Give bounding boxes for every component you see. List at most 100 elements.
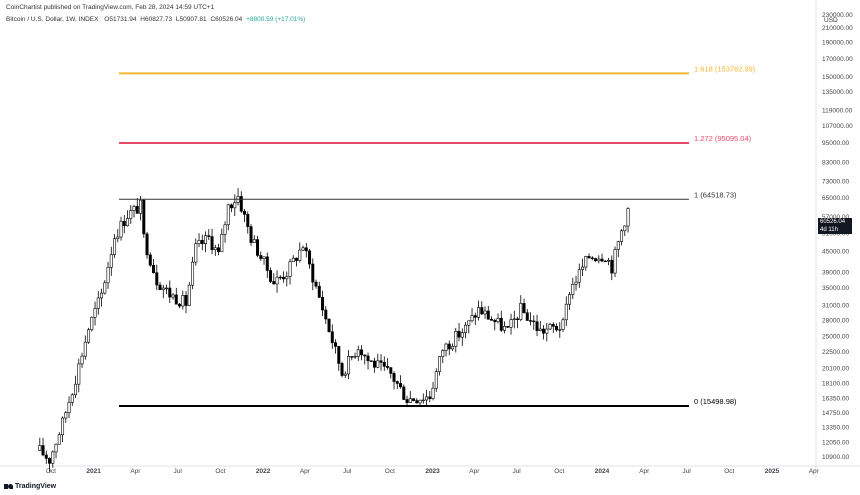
- candle: [298, 242, 302, 263]
- candle-body: [288, 261, 292, 277]
- candle: [415, 398, 419, 404]
- symbol-label[interactable]: Bitcoin / U.S. Dollar, 1W, INDEX: [6, 16, 99, 23]
- fib-level-label: 1 (64518.73): [694, 190, 737, 199]
- candle-body: [269, 270, 273, 282]
- candle: [486, 306, 490, 320]
- candle-body: [558, 329, 562, 331]
- candle-body: [516, 318, 520, 320]
- candle-body: [324, 309, 328, 320]
- candle-body: [155, 272, 159, 286]
- candle: [44, 450, 48, 464]
- price-tick-label: 210000.00: [822, 25, 853, 32]
- candle-body: [551, 323, 555, 327]
- candle-body: [61, 417, 65, 436]
- candle: [126, 210, 130, 227]
- candle: [158, 281, 162, 291]
- candle-body: [132, 206, 136, 211]
- close-value: C60526.04: [210, 16, 243, 23]
- candle: [587, 253, 591, 259]
- candle-body: [353, 356, 357, 358]
- candle-body: [171, 294, 175, 298]
- candle-body: [444, 343, 448, 351]
- candle: [477, 300, 481, 321]
- candle: [412, 398, 416, 402]
- candle: [70, 393, 74, 406]
- candle: [265, 252, 269, 279]
- candle-body: [259, 255, 263, 259]
- time-tick-label: Oct: [385, 468, 395, 475]
- candle: [564, 296, 568, 327]
- candle-body: [314, 281, 318, 287]
- candle: [525, 309, 529, 321]
- candle: [181, 290, 185, 310]
- candle: [551, 322, 555, 333]
- time-axis: Oct 2021 Apr Jul Oct 2022 Apr Jul Oct 2023 Apr Jul O…: [46, 468, 820, 475]
- candle-body: [438, 356, 442, 372]
- candle-body: [447, 343, 451, 350]
- candle-body: [503, 326, 507, 331]
- candle: [379, 354, 383, 371]
- candle: [545, 322, 549, 342]
- candle: [535, 314, 539, 337]
- candle: [603, 260, 607, 263]
- candle-body: [366, 355, 370, 362]
- candle-body: [594, 258, 598, 262]
- currency-label[interactable]: USD: [824, 17, 838, 24]
- candle: [213, 244, 217, 256]
- candle: [272, 273, 276, 285]
- candle: [171, 293, 175, 300]
- candle-body: [506, 326, 510, 328]
- candle: [360, 345, 364, 361]
- candle-body: [613, 249, 617, 274]
- last-price-tag: 60526.04 4d 11h: [818, 218, 852, 234]
- time-tick-label: Oct: [554, 468, 564, 475]
- candle-body: [499, 318, 503, 331]
- candle: [239, 191, 243, 213]
- candle-body: [392, 373, 396, 382]
- candle: [93, 301, 97, 326]
- candle: [581, 258, 585, 277]
- candle: [74, 375, 78, 398]
- candles-layer: [38, 188, 630, 472]
- candle-body: [571, 284, 575, 295]
- candle: [408, 391, 412, 403]
- time-tick-label: Oct: [215, 468, 225, 475]
- candle: [210, 228, 214, 255]
- candle-body: [568, 294, 572, 305]
- candle-body: [57, 434, 61, 445]
- candle: [304, 242, 308, 258]
- candle: [295, 257, 299, 267]
- candle-body: [555, 326, 559, 331]
- candle: [165, 284, 169, 295]
- candle-body: [187, 284, 191, 306]
- candle: [77, 358, 81, 393]
- time-tick-label: Jul: [512, 468, 521, 475]
- candle: [168, 280, 172, 304]
- candle-body: [561, 319, 565, 330]
- candle: [132, 204, 136, 218]
- candle-body: [41, 445, 45, 456]
- candle-body: [610, 259, 614, 274]
- tradingview-logo-text: TradingView: [15, 483, 57, 490]
- candle-body: [600, 258, 604, 262]
- candle-body: [441, 350, 445, 357]
- change-value: +8800.59 (+17.01%): [246, 16, 306, 23]
- candle-body: [158, 284, 162, 290]
- candle: [366, 352, 370, 370]
- candle-body: [395, 381, 399, 384]
- candle-body: [109, 254, 113, 268]
- candle: [376, 353, 380, 369]
- candle-body: [139, 199, 143, 214]
- candle-body: [252, 239, 256, 243]
- candle: [490, 316, 494, 321]
- candle-body: [165, 287, 169, 290]
- candle: [363, 354, 367, 365]
- tradingview-logo[interactable]: TradingView: [4, 483, 56, 490]
- time-tick-label: Apr: [639, 468, 650, 475]
- candle: [493, 318, 497, 331]
- candle-body: [217, 247, 221, 253]
- time-tick-label: 2021: [86, 468, 101, 475]
- publish-info: CoinChartist published on TradingView.co…: [6, 4, 215, 11]
- candle: [200, 234, 204, 251]
